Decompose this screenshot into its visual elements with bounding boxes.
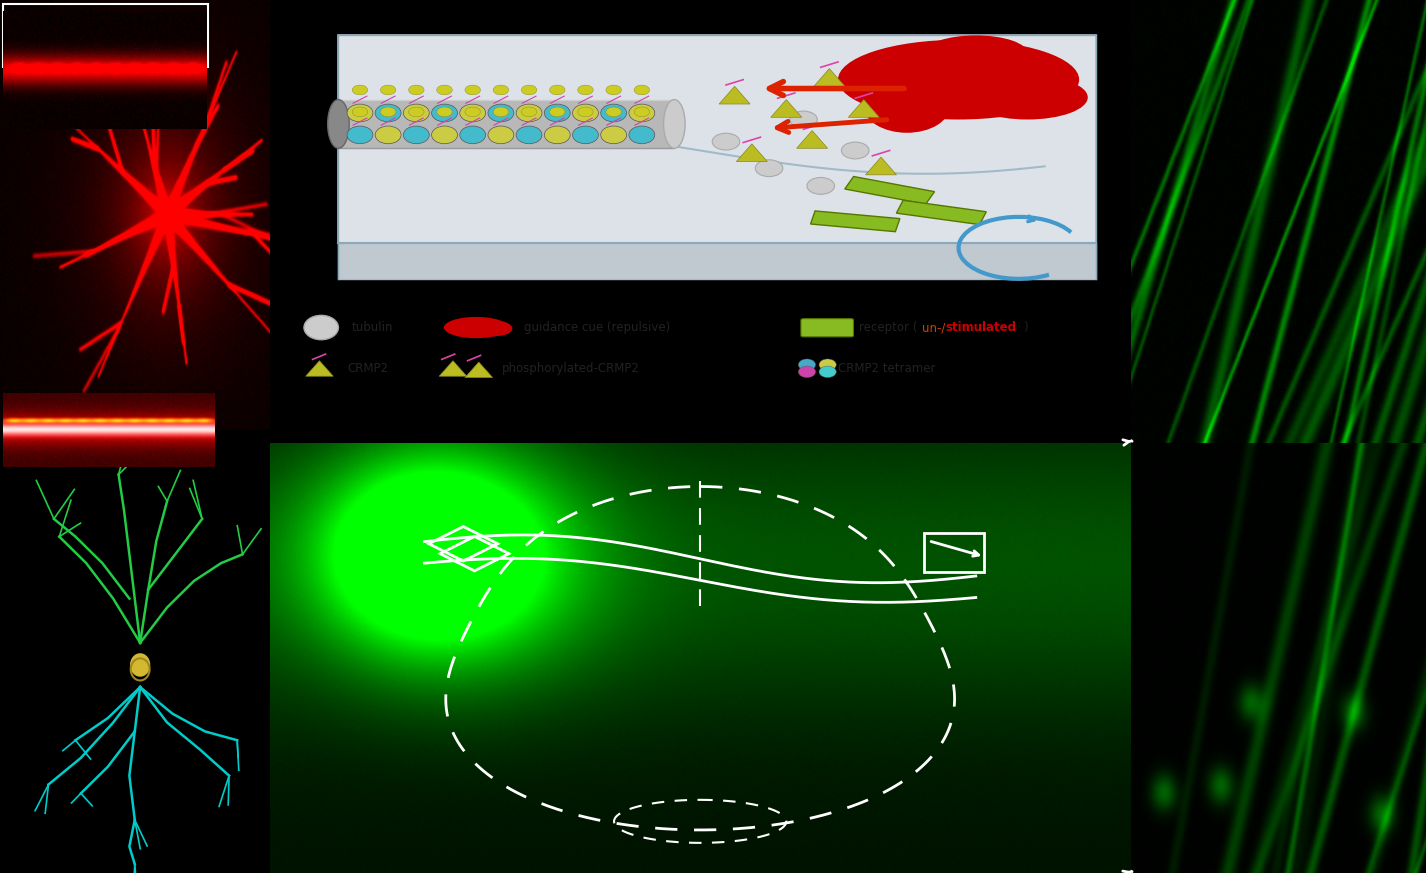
Polygon shape (736, 144, 767, 162)
Ellipse shape (409, 85, 424, 95)
Ellipse shape (629, 126, 655, 144)
Ellipse shape (488, 104, 513, 122)
Ellipse shape (629, 104, 655, 122)
Ellipse shape (465, 107, 481, 117)
Ellipse shape (549, 107, 565, 117)
Text: guidance cue (repulsive): guidance cue (repulsive) (523, 321, 670, 334)
Text: receptor (: receptor ( (858, 321, 917, 334)
Ellipse shape (488, 126, 513, 144)
Ellipse shape (478, 320, 512, 336)
Polygon shape (814, 69, 844, 86)
Ellipse shape (443, 317, 509, 338)
Ellipse shape (381, 107, 396, 117)
Polygon shape (305, 361, 334, 376)
Polygon shape (848, 100, 880, 117)
Ellipse shape (841, 142, 868, 159)
Ellipse shape (493, 107, 509, 117)
FancyBboxPatch shape (801, 319, 854, 337)
Ellipse shape (522, 107, 536, 117)
Ellipse shape (572, 126, 599, 144)
Ellipse shape (404, 104, 429, 122)
Ellipse shape (600, 104, 626, 122)
Ellipse shape (432, 126, 458, 144)
Ellipse shape (404, 126, 429, 144)
Ellipse shape (799, 359, 816, 370)
Ellipse shape (864, 79, 950, 133)
Ellipse shape (819, 366, 836, 377)
Ellipse shape (436, 85, 452, 95)
Ellipse shape (347, 126, 372, 144)
Polygon shape (771, 100, 801, 117)
Ellipse shape (819, 359, 836, 370)
Ellipse shape (924, 36, 1028, 71)
Ellipse shape (131, 654, 150, 676)
Text: CRMP2: CRMP2 (347, 361, 388, 375)
Bar (3, 4, 208, 66)
FancyArrowPatch shape (777, 120, 887, 133)
Ellipse shape (756, 160, 783, 176)
Polygon shape (810, 211, 900, 231)
Bar (924, 533, 984, 572)
Polygon shape (439, 361, 466, 376)
Ellipse shape (600, 126, 626, 144)
Ellipse shape (572, 104, 599, 122)
Polygon shape (338, 100, 674, 148)
Ellipse shape (375, 104, 401, 122)
Ellipse shape (663, 100, 684, 148)
Ellipse shape (799, 366, 816, 377)
Ellipse shape (352, 107, 368, 117)
Ellipse shape (432, 104, 458, 122)
Ellipse shape (516, 104, 542, 122)
Ellipse shape (545, 126, 570, 144)
Ellipse shape (635, 85, 650, 95)
Polygon shape (897, 200, 987, 224)
Ellipse shape (967, 75, 1088, 120)
Ellipse shape (578, 85, 593, 95)
Ellipse shape (347, 104, 372, 122)
FancyArrowPatch shape (770, 81, 904, 95)
Text: un-/: un-/ (921, 321, 945, 334)
Ellipse shape (635, 107, 650, 117)
Polygon shape (465, 362, 492, 377)
Ellipse shape (578, 107, 593, 117)
Polygon shape (797, 131, 827, 148)
Ellipse shape (838, 40, 1079, 120)
Ellipse shape (606, 107, 622, 117)
Polygon shape (338, 244, 1097, 278)
Text: phosphorylated-CRMP2: phosphorylated-CRMP2 (502, 361, 640, 375)
Ellipse shape (459, 126, 486, 144)
Polygon shape (844, 176, 934, 204)
Ellipse shape (516, 126, 542, 144)
Text: ): ) (1022, 321, 1028, 334)
Ellipse shape (549, 85, 565, 95)
Ellipse shape (712, 134, 740, 150)
Ellipse shape (545, 104, 570, 122)
Ellipse shape (436, 107, 452, 117)
Ellipse shape (381, 85, 396, 95)
Ellipse shape (459, 104, 486, 122)
Ellipse shape (522, 85, 536, 95)
Ellipse shape (465, 85, 481, 95)
Ellipse shape (352, 85, 368, 95)
Polygon shape (338, 36, 1097, 244)
Ellipse shape (807, 177, 834, 195)
Ellipse shape (493, 85, 509, 95)
Ellipse shape (790, 111, 817, 128)
Polygon shape (866, 157, 897, 175)
Text: tubulin: tubulin (351, 321, 392, 334)
Ellipse shape (375, 126, 401, 144)
Ellipse shape (328, 100, 349, 148)
Ellipse shape (606, 85, 622, 95)
Polygon shape (719, 86, 750, 104)
Text: stimulated: stimulated (945, 321, 1017, 334)
Ellipse shape (304, 315, 338, 340)
Ellipse shape (409, 107, 424, 117)
Text: CRMP2 tetramer: CRMP2 tetramer (838, 361, 935, 375)
